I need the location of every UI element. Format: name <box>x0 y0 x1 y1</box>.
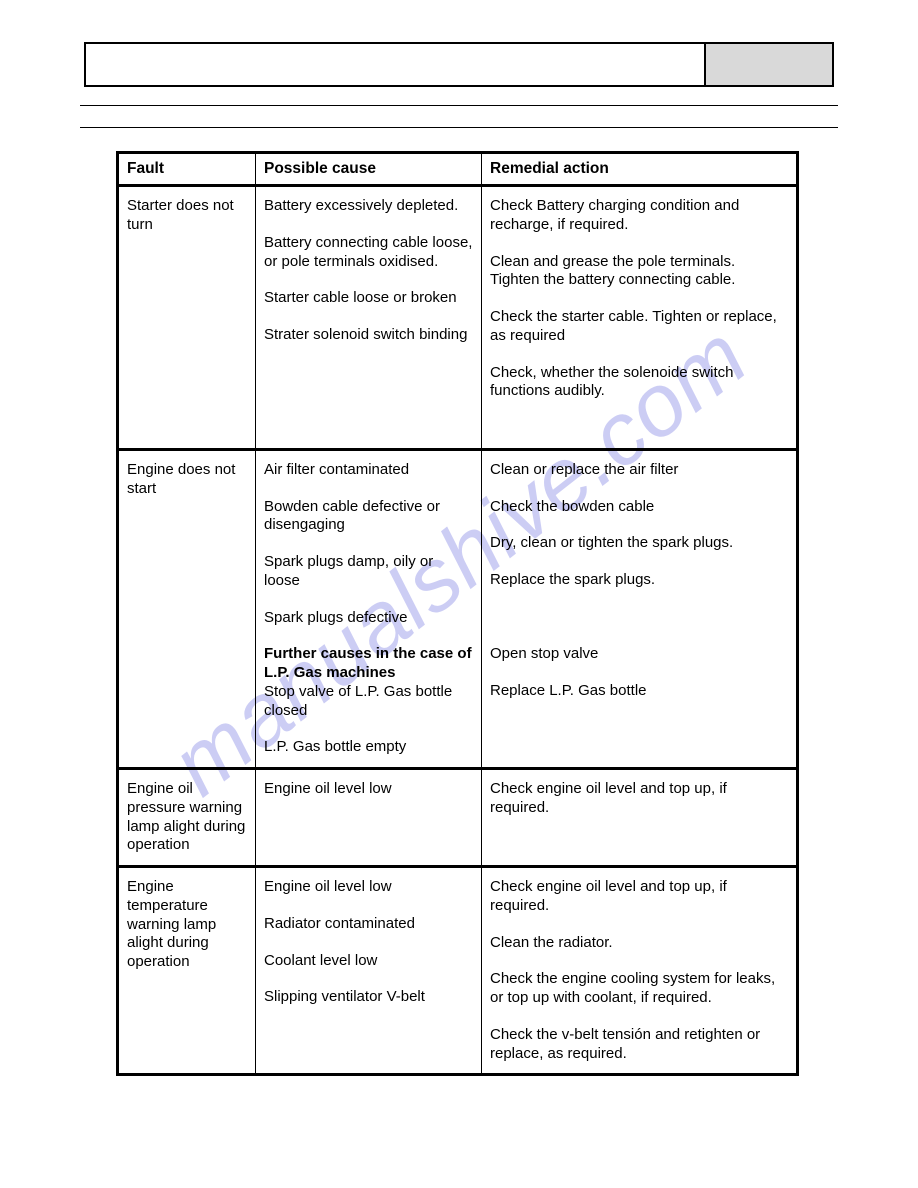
header-box <box>84 42 834 87</box>
table-row: Engine oil pressure warning lamp alight … <box>118 769 798 867</box>
table-row: Engine temperature warning lamp alight d… <box>118 867 798 1075</box>
action-cell: Check Battery charging condition and rec… <box>482 186 798 450</box>
fault-table: Fault Possible cause Remedial action Sta… <box>116 151 799 1076</box>
cause-cell: Air filter contaminated Bowden cable def… <box>256 449 482 768</box>
col-cause: Possible cause <box>256 153 482 186</box>
rule-1 <box>80 105 838 106</box>
action-cell: Check engine oil level and top up, if re… <box>482 867 798 1075</box>
fault-cell: Engine does not start <box>118 449 256 768</box>
cause-cell: Engine oil level low Radiator contaminat… <box>256 867 482 1075</box>
fault-cell: Engine temperature warning lamp alight d… <box>118 867 256 1075</box>
table-header-row: Fault Possible cause Remedial action <box>118 153 798 186</box>
col-action: Remedial action <box>482 153 798 186</box>
fault-cell: Starter does not turn <box>118 186 256 450</box>
fault-cell: Engine oil pressure warning lamp alight … <box>118 769 256 867</box>
header-grey-panel <box>704 44 832 85</box>
table-row: Engine does not start Air filter contami… <box>118 449 798 768</box>
table-row: Starter does not turn Battery excessivel… <box>118 186 798 450</box>
rule-2 <box>80 127 838 128</box>
action-cell: Check engine oil level and top up, if re… <box>482 769 798 867</box>
cause-cell: Engine oil level low <box>256 769 482 867</box>
col-fault: Fault <box>118 153 256 186</box>
cause-cell: Battery excessively depleted. Battery co… <box>256 186 482 450</box>
action-cell: Clean or replace the air filter Check th… <box>482 449 798 768</box>
